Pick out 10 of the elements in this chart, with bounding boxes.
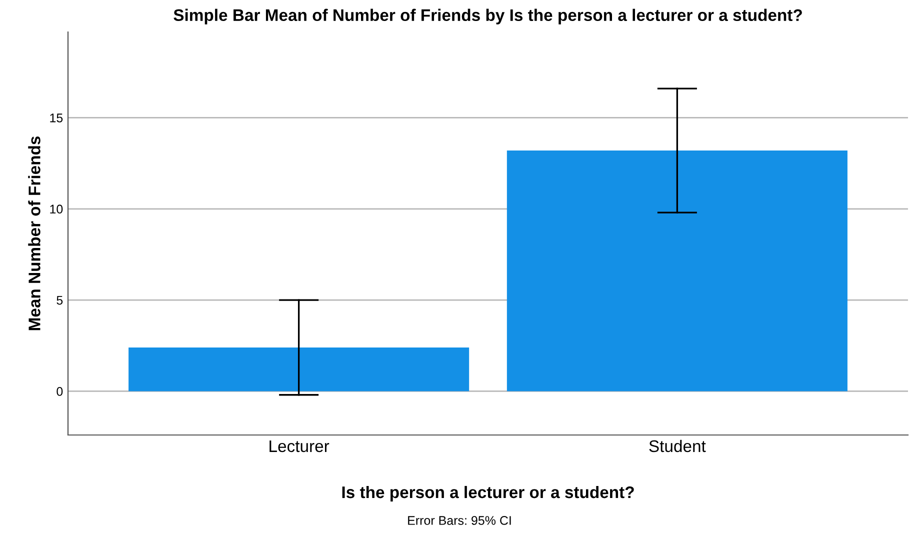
x-tick-label: Lecturer	[270, 440, 330, 452]
y-tick-label: 15	[50, 114, 63, 122]
chart-title: Simple Bar Mean of Number of Friends by Is the person a lecturer or a student?	[174, 8, 802, 24]
x-axis-title: Is the person a lecturer or a student?	[342, 486, 634, 502]
y-axis-title: Mean Number of Friends	[28, 136, 40, 330]
y-tick-label: 0	[56, 387, 63, 396]
x-tick-label: Student	[649, 440, 706, 452]
text: Error Bars: 95% CI	[408, 516, 511, 525]
y-tick-label: 10	[50, 204, 63, 214]
y-tick-label: 5	[56, 296, 63, 305]
